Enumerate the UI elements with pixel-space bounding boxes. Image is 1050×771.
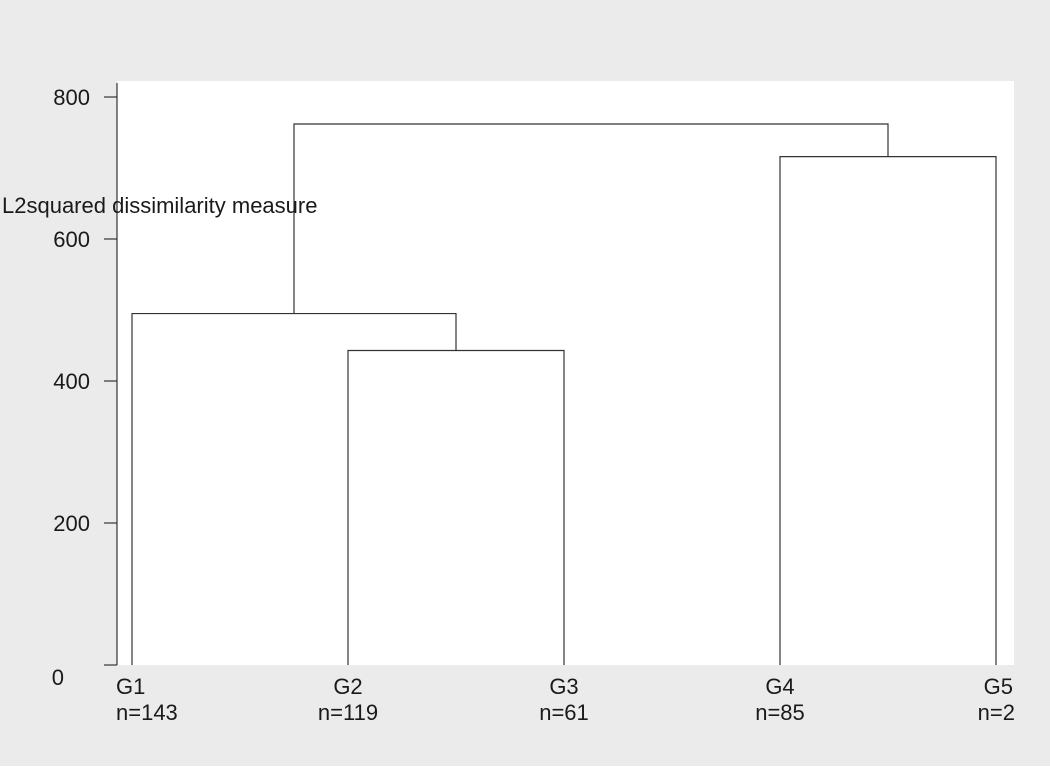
y-axis-title: L2squared dissimilarity measure: [2, 193, 317, 218]
y-tick-label-400: 400: [53, 369, 90, 394]
y-tick-label-0: 0: [52, 665, 64, 690]
y-axis: 0 200 400 600 800: [52, 83, 118, 690]
leaf-count-g5: n=2: [978, 700, 1015, 725]
leaf-label-g5: G5: [984, 674, 1013, 699]
y-tick-label-600: 600: [53, 227, 90, 252]
dendrogram-links: [131, 123, 997, 665]
leaf-label-g2: G2: [333, 674, 362, 699]
leaf-count-g4: n=85: [755, 700, 805, 725]
leaf-count-g3: n=61: [539, 700, 589, 725]
plot-area: [117, 81, 1014, 665]
leaf-count-g2: n=119: [318, 700, 378, 725]
leaf-count-g1: n=143: [116, 700, 178, 725]
y-tick-label-200: 200: [53, 511, 90, 536]
leaf-label-g4: G4: [765, 674, 794, 699]
leaf-labels: G1n=143 G2n=119 G3n=61 G4n=85 G5n=2: [116, 674, 1015, 725]
leaf-label-g1: G1: [116, 674, 145, 699]
y-tick-label-800: 800: [53, 85, 90, 110]
dendrogram-link-4: [293, 123, 889, 314]
leaf-label-g3: G3: [549, 674, 578, 699]
